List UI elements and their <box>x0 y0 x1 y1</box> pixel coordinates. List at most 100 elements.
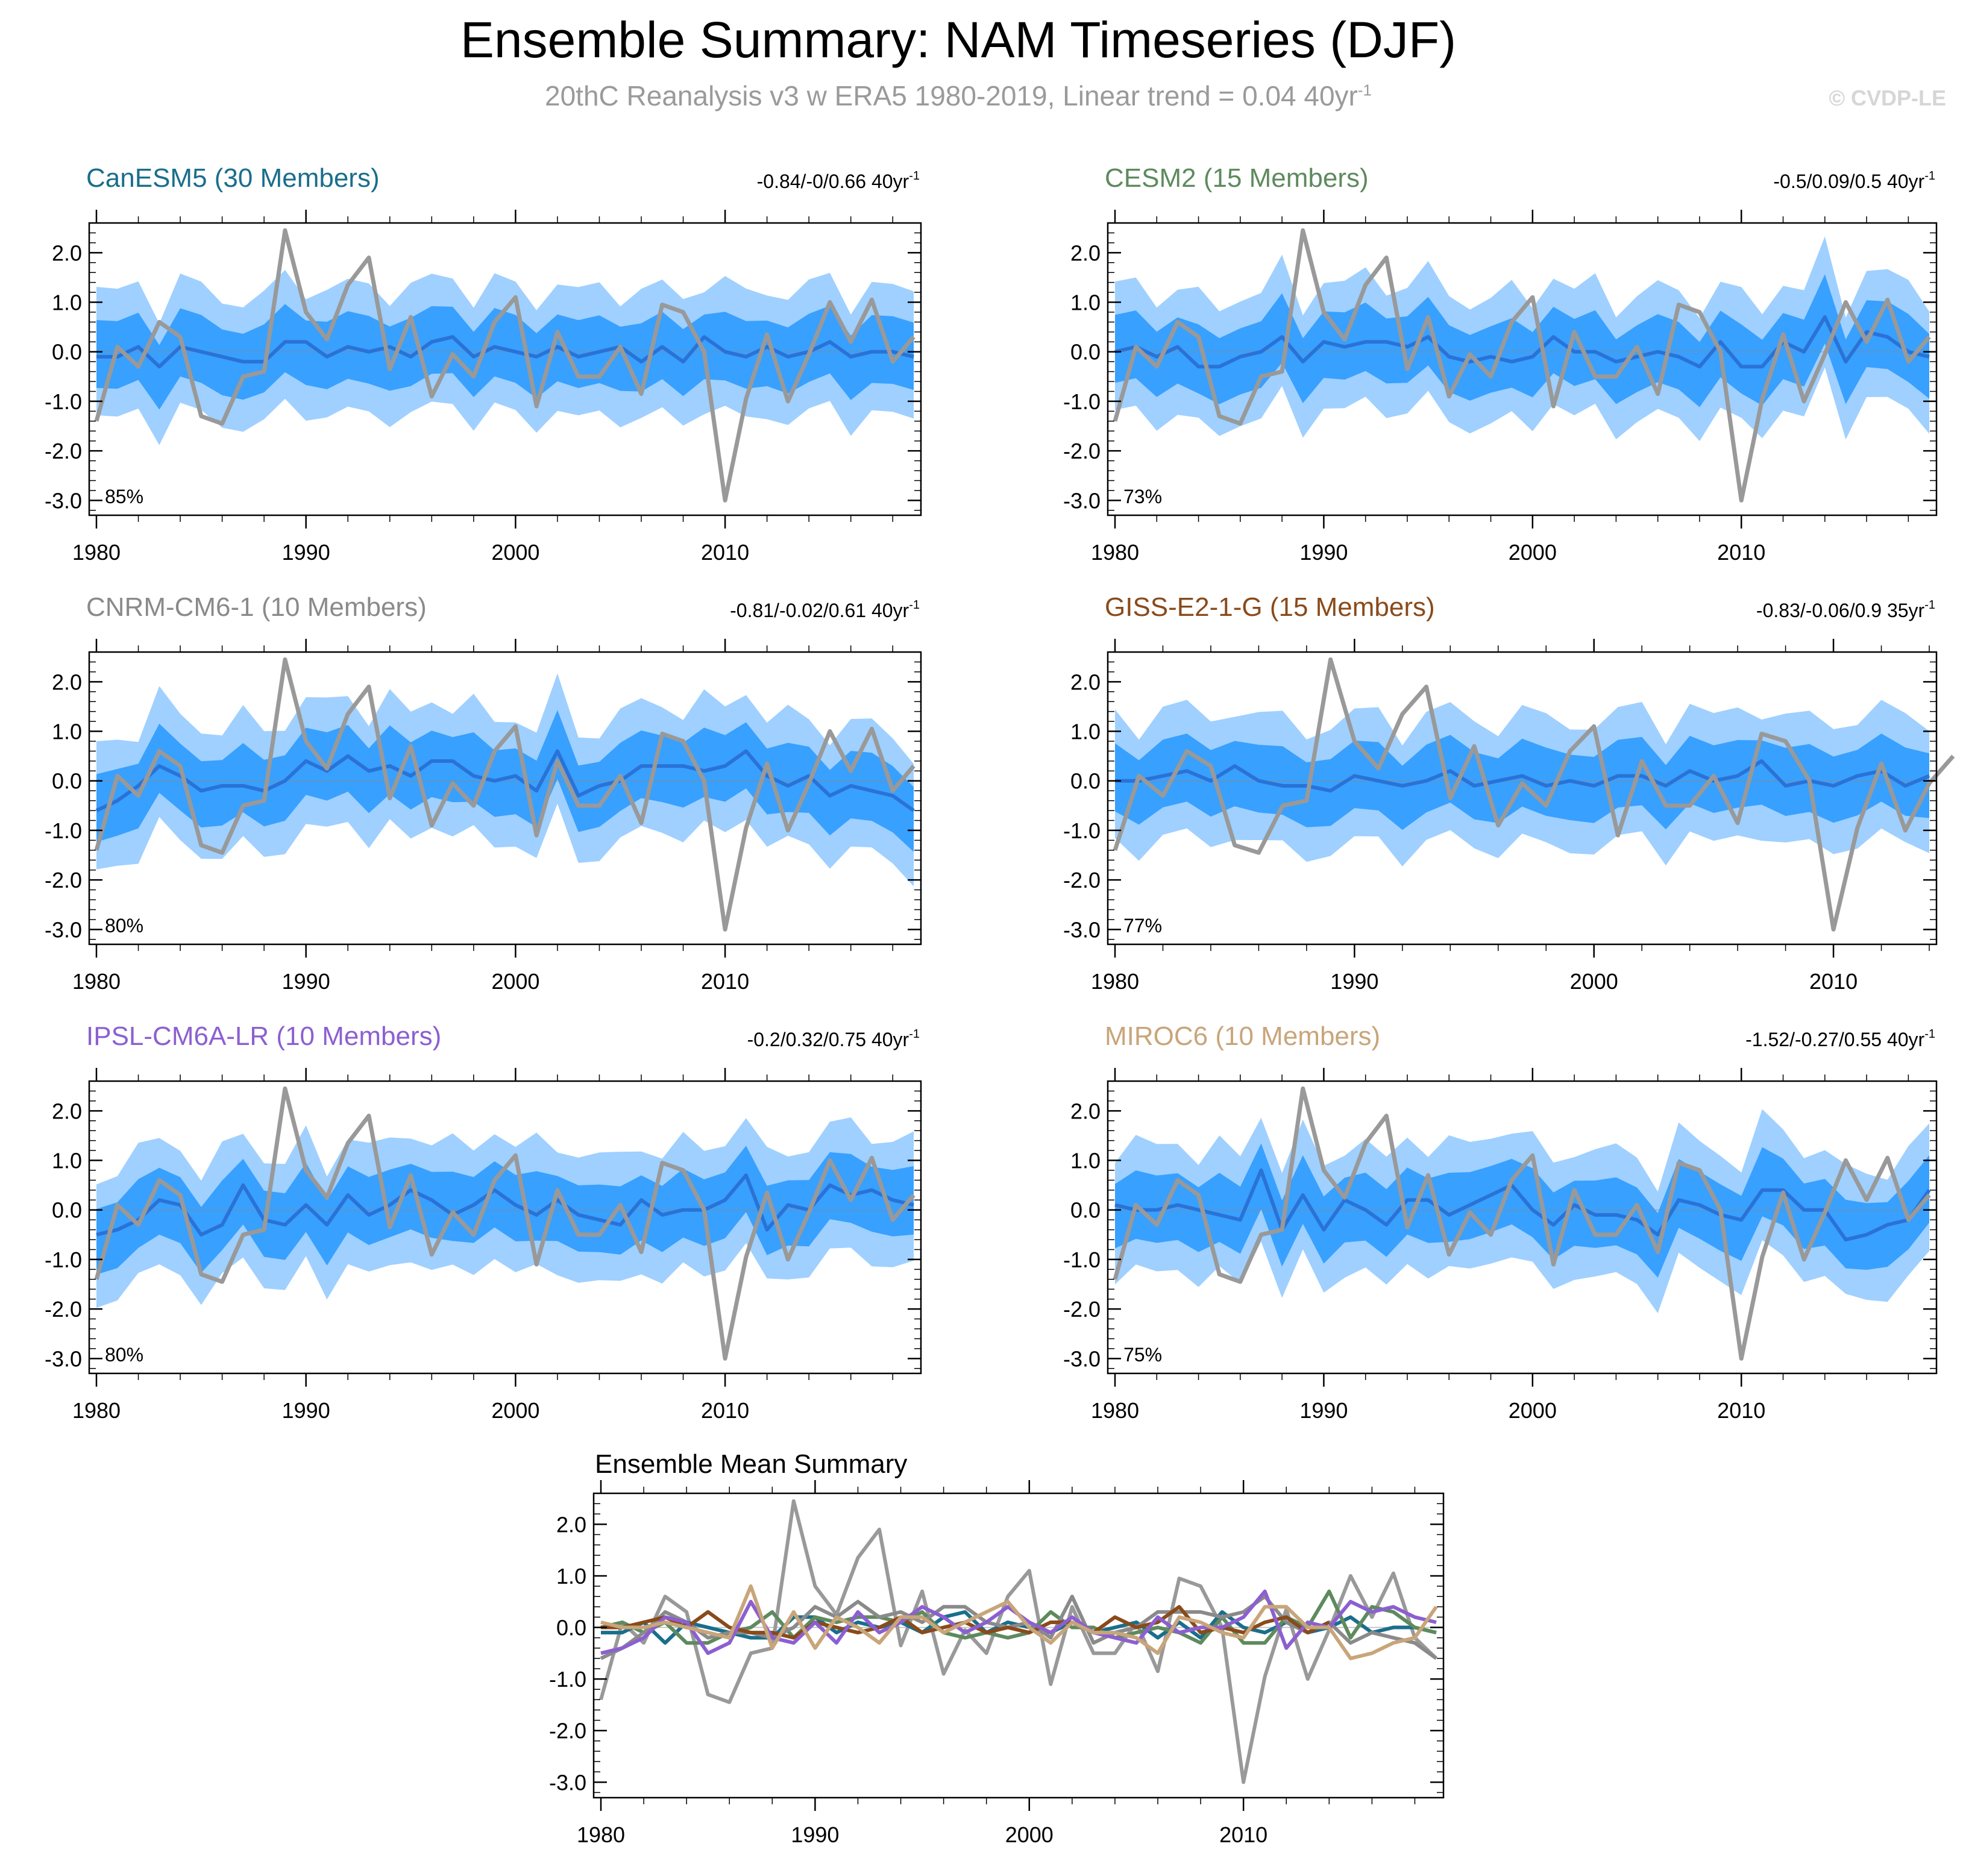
percent-label: 80% <box>105 915 143 936</box>
chart-panel-3: CNRM-CM6-1 (10 Members) -0.81/-0.02/0.61 … <box>45 592 922 994</box>
chart-panel-7: Ensemble Mean Summary 2.0 1.0 0.0 -1.0 -2.0 -3… <box>549 1449 1445 1847</box>
y-tick-label: 1.0 <box>1070 290 1101 315</box>
trend-superscript: -1 <box>909 1027 920 1041</box>
observed-line <box>1113 228 1931 503</box>
x-tick-label: 2000 <box>491 540 539 565</box>
y-tick-label: 0.0 <box>1070 769 1101 794</box>
panel-title: CNRM-CM6-1 (10 Members) <box>86 592 427 622</box>
chart-panel-2: CESM2 (15 Members) -0.5/0.09/0.5 40yr-1 2.… <box>1063 163 1938 565</box>
x-tick-label: 1980 <box>72 1398 121 1423</box>
ensemble-mean-line <box>96 335 914 369</box>
ensemble-mean-line <box>1115 759 1930 793</box>
x-tick-label: 2010 <box>701 1398 749 1423</box>
x-tick-label: 1980 <box>1091 1398 1139 1423</box>
y-tick-label: -2.0 <box>45 1297 82 1322</box>
panel-title: CanESM5 (30 Members) <box>86 163 380 193</box>
y-tick-label: 2.0 <box>1070 240 1101 265</box>
x-tick-label: 2000 <box>1509 1398 1557 1423</box>
y-tick-label: -3.0 <box>45 488 82 513</box>
x-tick-label: 2010 <box>1219 1822 1267 1847</box>
percent-label: 85% <box>105 486 143 507</box>
observed-line <box>1113 1086 1931 1361</box>
x-tick-label: 1980 <box>1091 540 1139 565</box>
x-tick-label: 2010 <box>1717 1398 1765 1423</box>
x-tick-label: 1990 <box>282 969 330 994</box>
panel-title: Ensemble Mean Summary <box>595 1449 907 1479</box>
y-tick-label: -3.0 <box>1063 917 1101 942</box>
series-line-observed <box>599 1499 1438 1784</box>
panel-trend-label: -0.81/-0.02/0.61 40yr-1 <box>730 598 920 621</box>
observed-line <box>94 657 916 932</box>
x-tick-label: 2000 <box>1570 969 1618 994</box>
x-tick-label: 2010 <box>1809 969 1858 994</box>
plot-frame <box>1107 222 1938 516</box>
panel-trend-label: -0.83/-0.06/0.9 35yr-1 <box>1756 598 1935 621</box>
x-tick-label: 2000 <box>1509 540 1557 565</box>
y-tick-label: 1.0 <box>52 290 82 315</box>
trend-text: -0.5/0.09/0.5 40yr <box>1773 171 1924 192</box>
ensemble-mean-line <box>1114 315 1930 369</box>
trend-text: -0.2/0.32/0.75 40yr <box>747 1029 909 1050</box>
x-tick-label: 1990 <box>791 1822 839 1847</box>
panel-title: CESM2 (15 Members) <box>1105 163 1369 193</box>
subtitle-superscript: -1 <box>1357 81 1372 99</box>
y-tick-label: 0.0 <box>52 769 82 794</box>
trend-text: -0.81/-0.02/0.61 40yr <box>730 600 909 621</box>
y-tick-label: 0.0 <box>1070 340 1101 365</box>
y-tick-label: 1.0 <box>52 720 82 744</box>
y-tick-label: -2.0 <box>549 1719 586 1743</box>
y-tick-label: 1.0 <box>556 1564 586 1589</box>
trend-superscript: -1 <box>1924 598 1935 612</box>
panel-title: IPSL-CM6A-LR (10 Members) <box>86 1021 441 1051</box>
x-tick-label: 2000 <box>491 969 539 994</box>
plot-frame <box>88 651 922 946</box>
y-tick-label: -3.0 <box>549 1770 586 1795</box>
trend-superscript: -1 <box>1924 1027 1935 1041</box>
x-tick-label: 1990 <box>1299 1398 1348 1423</box>
y-tick-label: 2.0 <box>1070 1099 1101 1123</box>
x-tick-label: 2010 <box>701 540 749 565</box>
plot-frame <box>1107 1080 1938 1375</box>
y-tick-label: -1.0 <box>1063 818 1101 843</box>
y-tick-label: -3.0 <box>1063 1346 1101 1371</box>
panel-trend-label: -0.5/0.09/0.5 40yr-1 <box>1773 169 1935 192</box>
trend-superscript: -1 <box>1924 169 1935 183</box>
y-tick-label: -1.0 <box>45 1247 82 1272</box>
trend-text: -0.83/-0.06/0.9 35yr <box>1756 600 1925 621</box>
x-tick-label: 1980 <box>1091 969 1139 994</box>
series-line-ipsl-cm6a-lr <box>600 1589 1437 1655</box>
ensemble-mean-line <box>1114 1168 1931 1242</box>
y-tick-label: 2.0 <box>52 1099 82 1123</box>
y-tick-label: -3.0 <box>45 917 82 942</box>
x-tick-label: 2010 <box>1717 540 1765 565</box>
x-tick-label: 1980 <box>72 540 121 565</box>
x-tick-label: 1990 <box>282 1398 330 1423</box>
trend-superscript: -1 <box>909 598 920 612</box>
chart-panel-6: MIROC6 (10 Members) -1.52/-0.27/0.55 40yr… <box>1063 1021 1938 1423</box>
x-tick-label: 1990 <box>282 540 330 565</box>
ensemble-mean-line <box>95 749 915 812</box>
y-tick-label: 1.0 <box>1070 720 1101 744</box>
x-tick-label: 1990 <box>1299 540 1348 565</box>
x-tick-label: 1980 <box>72 969 121 994</box>
plot-frame <box>1107 651 1938 946</box>
y-tick-label: -1.0 <box>1063 1247 1101 1272</box>
y-tick-label: -1.0 <box>1063 389 1101 414</box>
observed-line <box>94 1086 916 1361</box>
y-tick-label: 1.0 <box>1070 1149 1101 1173</box>
series-line-miroc6 <box>600 1584 1438 1660</box>
panel-trend-label: -0.2/0.32/0.75 40yr-1 <box>747 1027 920 1050</box>
ensemble-mean-line <box>96 1173 914 1237</box>
y-tick-label: 2.0 <box>556 1512 586 1537</box>
y-tick-label: 0.0 <box>52 1198 82 1223</box>
y-tick-label: 1.0 <box>52 1149 82 1173</box>
y-tick-label: -3.0 <box>45 1346 82 1371</box>
trend-superscript: -1 <box>909 169 920 183</box>
y-tick-label: -2.0 <box>45 439 82 463</box>
percent-label: 77% <box>1123 915 1162 936</box>
y-tick-label: 2.0 <box>52 240 82 265</box>
y-tick-label: -1.0 <box>549 1667 586 1692</box>
y-tick-label: 2.0 <box>1070 670 1101 694</box>
percent-label: 75% <box>1123 1344 1162 1366</box>
